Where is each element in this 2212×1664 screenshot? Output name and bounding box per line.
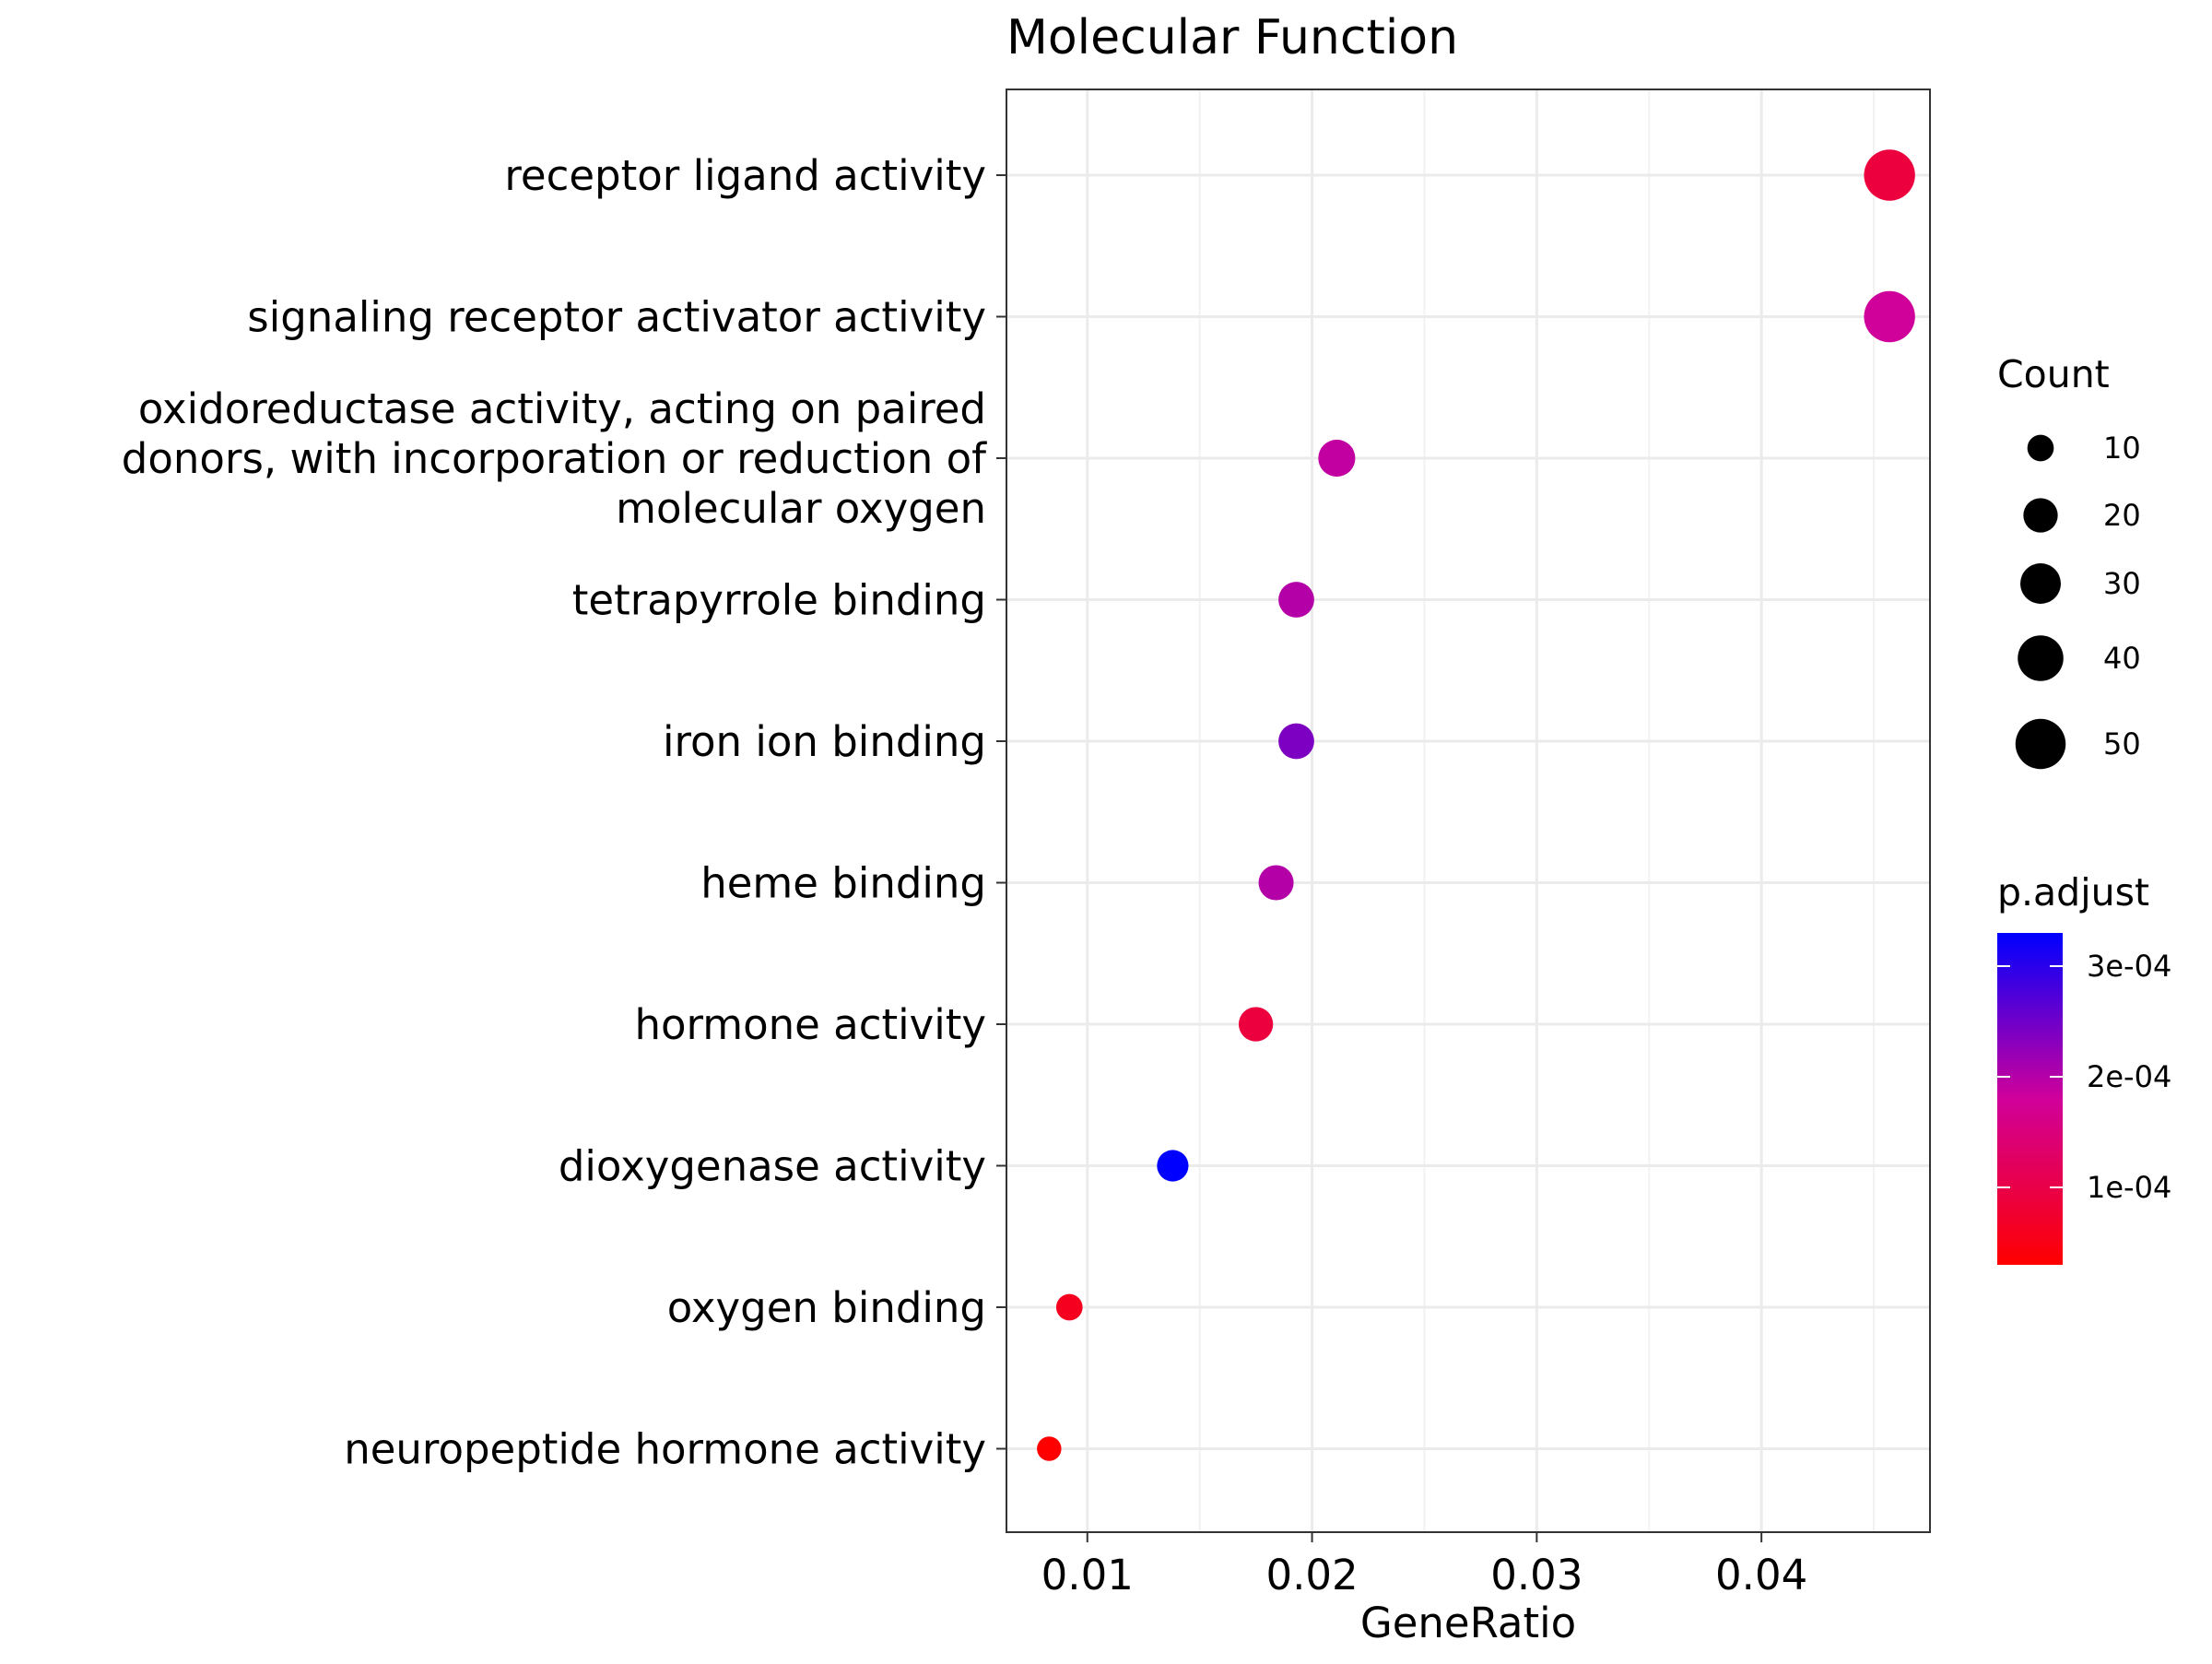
size-legend: 10 20 30 40 50 [2015,431,2141,770]
y-tick-label: neuropeptide hormone activity [344,1425,986,1474]
y-tick-label: receptor ligand activity [504,151,986,200]
data-point [1864,149,1915,201]
data-point [1055,1293,1083,1321]
y-tick-label: iron ion binding [663,717,986,766]
chart-title: Molecular Function [1006,10,1458,65]
size-legend-label: 10 [2103,431,2141,466]
y-tick-label: oxidoreductase activity, acting on paire… [138,384,986,433]
size-legend-key [2027,434,2054,462]
data-point [1157,1150,1189,1182]
y-tick-label: dioxygenase activity [559,1142,986,1191]
y-tick-label: heme binding [700,859,986,908]
size-legend-key [2020,563,2061,604]
color-legend-label: 3e-04 [2087,949,2171,984]
x-axis-title: GeneRatio [1360,1599,1576,1647]
x-tick-label: 0.04 [1715,1551,1807,1599]
y-tick-label: oxygen binding [667,1283,986,1332]
legend-size-title: Count [1997,352,2110,396]
data-point [1318,439,1356,478]
data-point [1258,865,1294,901]
size-legend-key [2018,635,2064,681]
x-tick-label: 0.01 [1041,1551,1134,1599]
grid-major [1006,89,1930,1532]
data-points [1037,149,1915,1461]
color-legend-label: 2e-04 [2087,1059,2171,1094]
y-axis: receptor ligand activity signaling recept… [122,151,1006,1474]
y-tick-label: signaling receptor activator activity [247,293,986,342]
y-tick-label: molecular oxygen [616,484,986,533]
x-axis: 0.01 0.02 0.03 0.04 [1041,1532,1807,1599]
size-legend-label: 20 [2103,498,2141,533]
color-bar [1997,933,2063,1265]
data-point [1037,1436,1062,1461]
plot-border [1006,89,1931,1533]
legend: Count 10 20 30 40 50 p.adjust 1e-04 2e-04 3e-0… [1997,352,2171,1265]
size-legend-key [2023,498,2058,533]
size-legend-label: 50 [2103,726,2141,761]
data-point [1278,723,1314,760]
x-tick-label: 0.02 [1265,1551,1358,1599]
plot-panel [1006,89,1930,1532]
data-point [1238,1007,1274,1042]
y-tick-label: hormone activity [634,1000,986,1049]
size-legend-label: 40 [2103,641,2141,676]
legend-color-title: p.adjust [1997,870,2149,915]
y-tick-label: donors, with incorporation or reduction … [122,434,987,483]
data-point [1278,582,1314,618]
data-point [1864,290,1915,343]
x-tick-label: 0.03 [1490,1551,1583,1599]
color-legend: 1e-04 2e-04 3e-04 [1997,949,2171,1205]
color-legend-label: 1e-04 [2087,1170,2171,1205]
size-legend-key [2015,718,2066,770]
size-legend-label: 30 [2103,566,2141,601]
y-tick-label: tetrapyrrole binding [572,576,986,625]
